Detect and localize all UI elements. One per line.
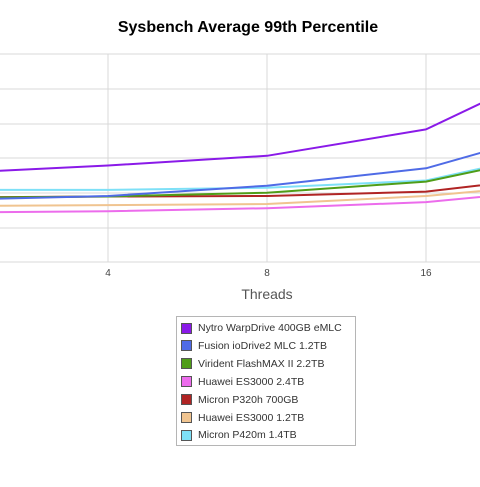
- x-axis-label: Threads: [241, 286, 293, 302]
- x-tick-label: 8: [264, 268, 270, 279]
- legend-swatch: [181, 412, 192, 423]
- legend-item: Micron P320h 700GB: [181, 392, 298, 408]
- legend-swatch: [181, 340, 192, 352]
- series-line: [0, 151, 480, 200]
- legend-label: Huawei ES3000 2.4TB: [198, 375, 305, 388]
- x-tick-labels: 4 8 16: [105, 268, 432, 279]
- legend-label: Nytro WarpDrive 400GB eMLC: [198, 322, 342, 334]
- x-tick-label: 16: [420, 268, 432, 279]
- series-line: [0, 190, 480, 207]
- legend-label: Micron P420m 1.4TB: [198, 429, 297, 442]
- x-tick-label: 4: [105, 268, 111, 279]
- series-line: [0, 169, 480, 199]
- legend-swatch: [181, 358, 192, 370]
- legend-label: Micron P320h 700GB: [198, 393, 299, 406]
- series-line: [0, 196, 480, 214]
- series-lines: [0, 102, 480, 214]
- series-line: [0, 184, 480, 199]
- chart-title: Sysbench Average 99th Percentile: [117, 19, 379, 36]
- legend-label: Virident FlashMAX II 2.2TB: [198, 357, 325, 370]
- legend-item: Micron P420m 1.4TB: [181, 427, 297, 443]
- legend-label: Fusion ioDrive2 MLC 1.2TB: [198, 339, 327, 352]
- legend-item: Nytro WarpDrive 400GB eMLC: [181, 320, 342, 336]
- legend: Nytro WarpDrive 400GB eMLC Fusion ioDrive…: [176, 316, 356, 446]
- legend-swatch: [181, 376, 192, 388]
- legend-swatch: [181, 322, 192, 334]
- legend-swatch: [181, 394, 192, 406]
- legend-label: Huawei ES3000 1.2TB: [198, 411, 305, 424]
- legend-item: Virident FlashMAX II 2.2TB: [181, 356, 324, 372]
- series-line: [0, 167, 480, 191]
- series-line: [0, 102, 480, 172]
- legend-swatch: [181, 429, 192, 441]
- legend-item: Huawei ES3000 1.2TB: [181, 410, 304, 426]
- legend-item: Huawei ES3000 2.4TB: [181, 374, 304, 390]
- legend-item: Fusion ioDrive2 MLC 1.2TB: [181, 338, 327, 354]
